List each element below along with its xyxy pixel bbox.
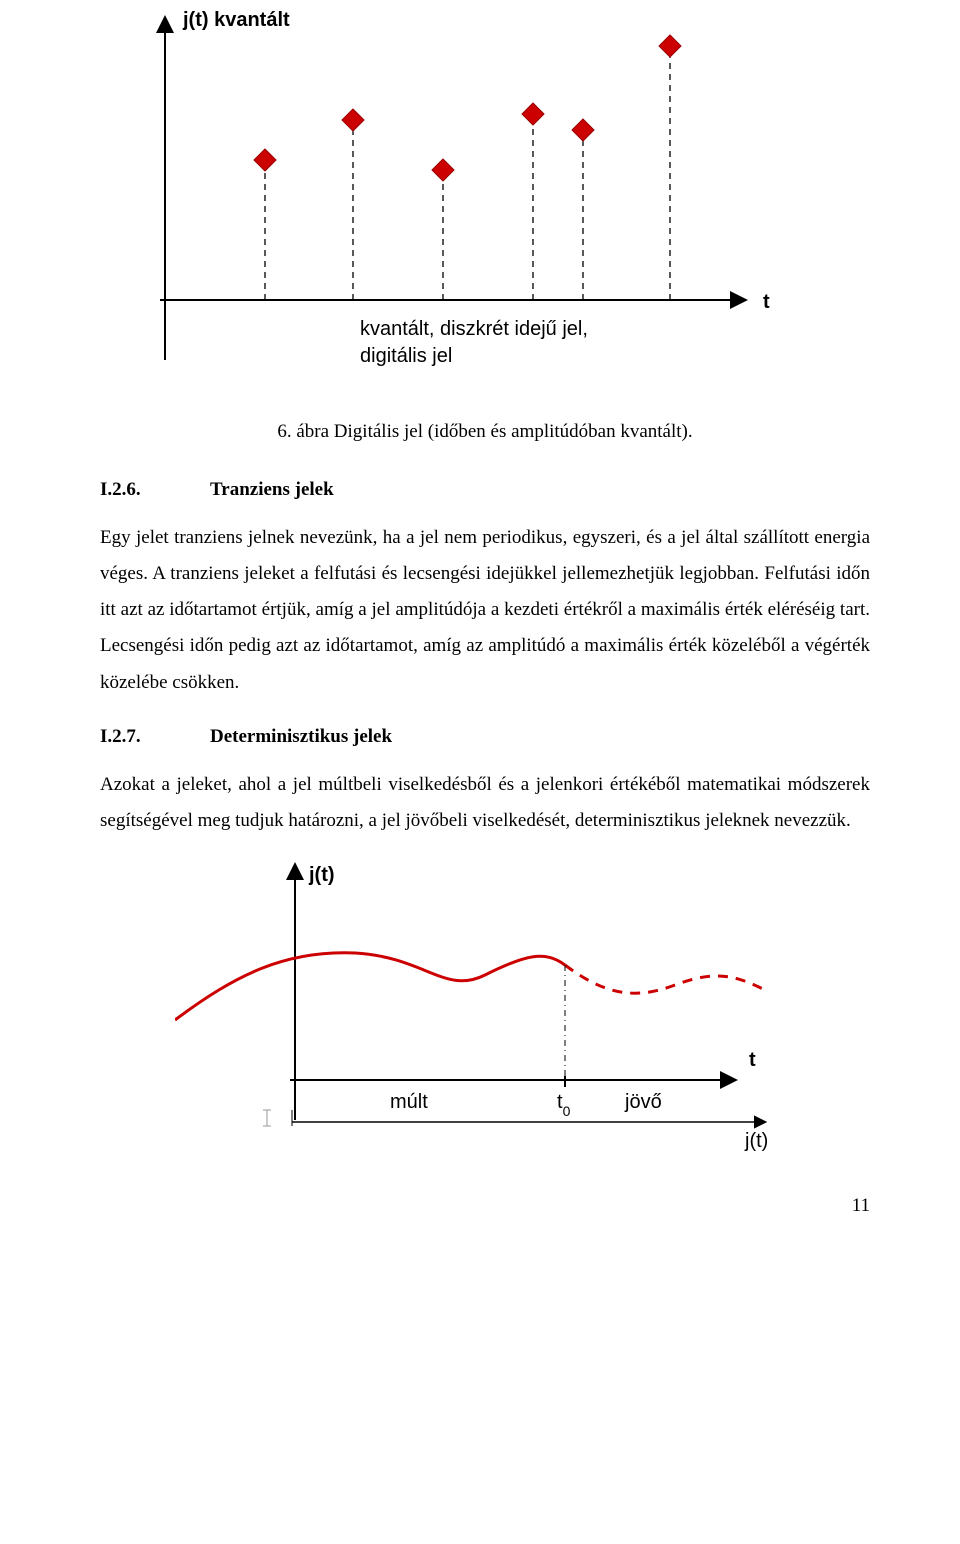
svg-text:j(t) kvantált: j(t) kvantált: [182, 9, 290, 31]
svg-text:jövő: jövő: [624, 1091, 662, 1113]
page: j(t) kvantált t kvantált, diszkrét idejű j…: [0, 0, 960, 1257]
svg-text:j(t): j(t): [744, 1130, 768, 1152]
figure1-caption: 6. ábra Digitális jel (időben és amplitú…: [100, 414, 870, 450]
section-heading-i26: I.2.6. Tranziens jelek: [100, 472, 870, 508]
svg-text:t0: t0: [557, 1091, 571, 1119]
svg-text:t: t: [749, 1049, 756, 1071]
svg-text:j(t): j(t): [308, 864, 335, 886]
svg-text:t: t: [763, 291, 770, 313]
section-title: Tranziens jelek: [210, 472, 334, 508]
section-title: Determinisztikus jelek: [210, 719, 392, 755]
svg-text:múlt: múlt: [390, 1091, 428, 1113]
paragraph-deterministic: Azokat a jeleket, ahol a jel múltbeli vi…: [100, 767, 870, 839]
paragraph-transient: Egy jelet tranziens jelnek nevezünk, ha …: [100, 520, 870, 700]
figure-deterministic-signal: j(t) t múlt t0 jövő j(t): [175, 845, 795, 1165]
figure-quantized-signal: j(t) kvantált t kvantált, diszkrét idejű j…: [125, 0, 845, 400]
section-heading-i27: I.2.7. Determinisztikus jelek: [100, 719, 870, 755]
svg-text:kvantált, diszkrét idejű jel,: kvantált, diszkrét idejű jel,: [360, 318, 588, 340]
svg-text:digitális jel: digitális jel: [360, 345, 452, 367]
section-number: I.2.6.: [100, 472, 210, 508]
page-number: 11: [100, 1195, 870, 1217]
section-number: I.2.7.: [100, 719, 210, 755]
